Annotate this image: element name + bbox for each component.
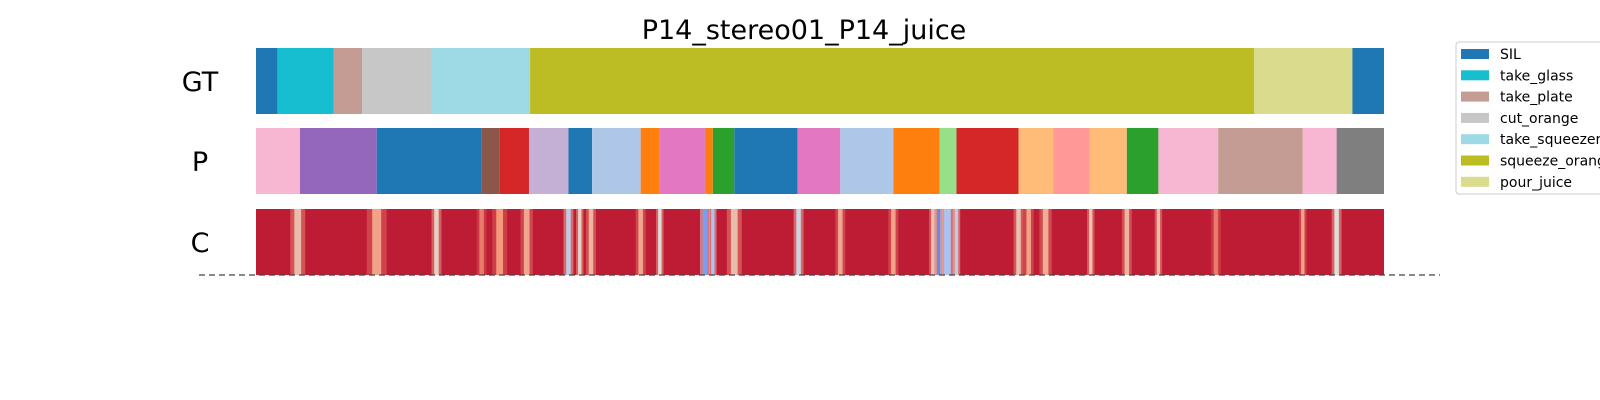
- confidence-dip: [1026, 209, 1031, 275]
- segment: [528, 128, 569, 194]
- chart-title: P14_stereo01_P14_juice: [642, 15, 967, 46]
- confidence-dip: [578, 209, 582, 275]
- confidence-dip: [523, 209, 530, 275]
- segment: [333, 48, 363, 114]
- segment: [299, 128, 377, 194]
- row-label: P: [192, 147, 208, 178]
- segment: [530, 48, 1255, 114]
- legend-label: pour_juice: [1500, 175, 1572, 191]
- confidence-dip: [711, 209, 715, 275]
- confidence-dip: [1016, 209, 1021, 275]
- confidence-dip: [434, 209, 439, 275]
- confidence-dip: [944, 209, 951, 275]
- confidence-dip: [931, 209, 935, 275]
- row-c: C: [191, 209, 1384, 275]
- segment: [362, 48, 432, 114]
- confidence-dip: [838, 209, 843, 275]
- legend-label: SIL: [1500, 47, 1521, 63]
- segment: [1018, 128, 1054, 194]
- segment: [640, 128, 660, 194]
- legend-swatch: [1461, 134, 1489, 145]
- legend-item: SIL: [1461, 47, 1521, 63]
- legend-item: take_squeezer: [1461, 132, 1600, 148]
- confidence-dip: [1334, 209, 1339, 275]
- legend-label: take_squeezer: [1500, 132, 1600, 148]
- legend-swatch: [1461, 49, 1489, 59]
- segment: [568, 128, 593, 194]
- legend-swatch: [1461, 155, 1489, 166]
- confidence-dip: [479, 209, 484, 275]
- row-label: C: [191, 228, 210, 259]
- segment: [797, 128, 841, 194]
- confidence-dip: [891, 209, 896, 275]
- segment: [893, 128, 940, 194]
- confidence-dip: [1042, 209, 1049, 275]
- confidence-dip: [1213, 209, 1219, 275]
- confidence-dip: [1301, 209, 1305, 275]
- confidence-dip: [566, 209, 571, 275]
- segment: [1158, 128, 1219, 194]
- confidence-dip: [1089, 209, 1093, 275]
- segment: [1126, 128, 1159, 194]
- legend-label: take_plate: [1500, 90, 1573, 106]
- segment: [712, 128, 735, 194]
- segment: [956, 128, 1019, 194]
- segment: [1254, 48, 1353, 114]
- legend-label: squeeze_orange: [1500, 154, 1600, 170]
- segment: [431, 48, 531, 114]
- segment: [481, 128, 500, 194]
- confidence-dip: [937, 209, 942, 275]
- segment: [592, 128, 641, 194]
- legend-frame: [1455, 41, 1600, 195]
- segment: [659, 128, 705, 194]
- segment: [1336, 128, 1384, 194]
- confidence-dip: [1156, 209, 1161, 275]
- confidence-dip: [796, 209, 801, 275]
- segment: [1089, 128, 1127, 194]
- segmentation-rows: GT P C: [182, 48, 1384, 275]
- legend-item: cut_orange: [1461, 111, 1578, 127]
- row-p: P: [192, 128, 1384, 194]
- confidence-dip: [702, 209, 708, 275]
- legend-swatch: [1461, 70, 1489, 81]
- confidence-dip: [954, 209, 959, 275]
- legend-label: cut_orange: [1500, 111, 1578, 127]
- segment: [256, 128, 300, 194]
- segment: [704, 128, 713, 194]
- confidence-dip: [638, 209, 643, 275]
- legend-item: squeeze_orange: [1461, 154, 1600, 170]
- segment: [939, 128, 957, 194]
- row-gt: GT: [182, 48, 1384, 114]
- legend-swatch: [1461, 91, 1489, 102]
- segment: [1218, 128, 1303, 194]
- confidence-base: [256, 209, 1384, 275]
- segment: [256, 48, 278, 114]
- segment: [734, 128, 798, 194]
- legend-label: take_glass: [1500, 68, 1573, 84]
- confidence-dip: [294, 209, 302, 275]
- confidence-dip: [730, 209, 738, 275]
- legend-swatch: [1461, 112, 1489, 123]
- legend-item: take_plate: [1461, 90, 1573, 106]
- confidence-dip: [496, 209, 504, 275]
- segment: [499, 128, 529, 194]
- segment: [1352, 48, 1384, 114]
- segment: [277, 48, 334, 114]
- legend: SIL take_glass take_plate cut_orange take_sq…: [1455, 41, 1600, 195]
- legend-item: pour_juice: [1461, 175, 1572, 191]
- row-label: GT: [182, 67, 219, 98]
- confidence-dip: [588, 209, 594, 275]
- confidence-dip: [1124, 209, 1130, 275]
- segment: [376, 128, 482, 194]
- segment: [840, 128, 894, 194]
- confidence-dip: [372, 209, 382, 275]
- legend-swatch: [1461, 176, 1489, 187]
- segment: [1053, 128, 1090, 194]
- confidence-dip: [658, 209, 662, 275]
- legend-item: take_glass: [1461, 68, 1573, 84]
- segment: [1302, 128, 1337, 194]
